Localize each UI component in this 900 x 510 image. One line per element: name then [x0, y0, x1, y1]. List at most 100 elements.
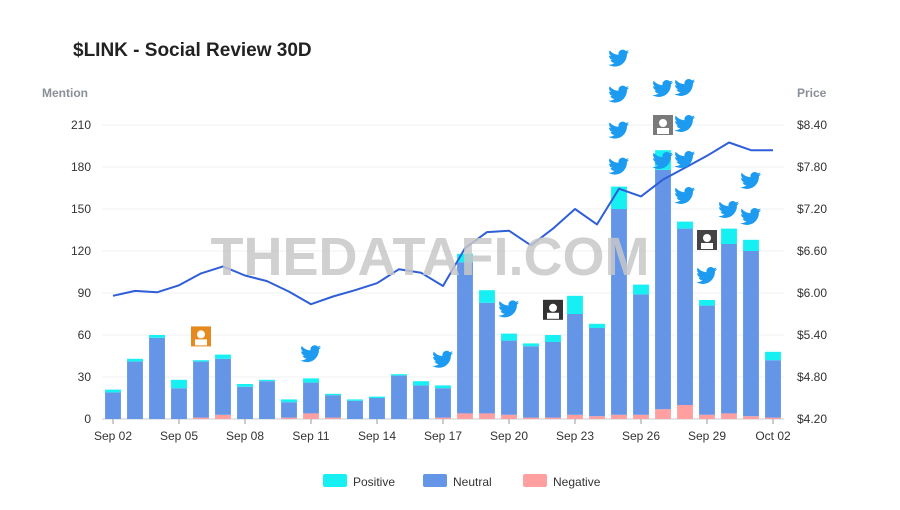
bar-positive [501, 333, 517, 341]
twitter-bird-shape [696, 267, 718, 284]
bar-neutral [237, 386, 253, 419]
bar-neutral [435, 388, 451, 418]
bar-positive [589, 323, 605, 328]
bar-positive [347, 399, 363, 401]
bar-negative [743, 416, 759, 419]
x-axis: Sep 02 Sep 05 Sep 08 Sep 11 Sep 14 Sep 17 Sep … [94, 419, 791, 443]
y-axis-right: $4.20 $4.80 $5.40 $6.00 $6.60 $7.20 $7.80 $8.40 [797, 118, 827, 426]
bar-negative [677, 405, 693, 419]
avatar-icon [697, 230, 717, 250]
bar-neutral [127, 361, 143, 419]
x-tick-label: Sep 20 [490, 429, 528, 443]
avatar-body [657, 128, 669, 134]
bar-negative [721, 413, 737, 419]
y-tick-label-left: 150 [71, 202, 91, 216]
avatar-head [197, 330, 205, 339]
bar-positive [303, 378, 319, 383]
twitter-icon [608, 85, 630, 103]
bar-positive [369, 396, 385, 398]
twitter-icon [718, 201, 740, 218]
y-axis-left-title: Mention [42, 86, 88, 100]
bar-positive [149, 335, 165, 338]
bar-neutral [149, 337, 165, 419]
x-tick-label: Sep 29 [688, 429, 726, 443]
twitter-icon [674, 151, 696, 168]
y-tick-label-left: 0 [84, 412, 91, 426]
bar-positive [127, 358, 143, 362]
x-tick-label: Sep 05 [160, 429, 198, 443]
x-tick-label: Sep 23 [556, 429, 594, 443]
bar-positive [677, 221, 693, 229]
avatar-head [659, 119, 667, 127]
bar-positive [567, 295, 583, 314]
bar-negative [435, 417, 451, 419]
y-tick-label-right: $4.20 [797, 412, 827, 426]
bar-neutral [721, 244, 737, 414]
x-tick-label: Oct 02 [755, 429, 791, 443]
bar-positive [611, 186, 627, 209]
bar-negative [589, 416, 605, 419]
avatar-head [549, 303, 557, 312]
y-tick-label-left: 60 [78, 328, 92, 342]
x-tick-label: Sep 08 [226, 429, 264, 443]
twitter-bird-shape [608, 49, 630, 67]
legend-item-neutral: Neutral [423, 474, 492, 489]
avatar-icon [653, 115, 673, 135]
bar-positive [259, 379, 275, 382]
twitter-icon [740, 208, 762, 225]
bar-neutral [457, 262, 473, 414]
x-tick-label: Sep 11 [292, 429, 329, 443]
twitter-bird-shape [498, 300, 520, 318]
bar-neutral [523, 346, 539, 418]
bar-series [105, 150, 781, 419]
twitter-icon [300, 345, 322, 363]
watermark: THEDATAFI.COM [211, 227, 650, 287]
y-tick-label-left: 180 [71, 160, 91, 174]
bar-negative [699, 414, 715, 419]
bar-positive [545, 335, 561, 342]
legend-swatch [423, 474, 447, 487]
twitter-bird-shape [718, 201, 740, 218]
bar-positive [391, 374, 407, 376]
bar-positive [193, 360, 209, 362]
bar-neutral [259, 381, 275, 419]
avatar-body [547, 312, 559, 319]
twitter-icon [696, 267, 718, 284]
bar-neutral [347, 400, 363, 419]
twitter-icon [608, 157, 630, 175]
bar-neutral [303, 382, 319, 414]
avatar-head [703, 234, 711, 242]
twitter-icon [740, 172, 762, 189]
avatar-body [701, 243, 713, 249]
y-tick-label-right: $7.20 [797, 202, 827, 216]
bar-positive [105, 389, 121, 393]
bar-neutral [105, 392, 121, 419]
bar-neutral [501, 340, 517, 415]
bar-positive [325, 393, 341, 396]
bar-neutral [391, 375, 407, 419]
twitter-icon [498, 300, 520, 318]
bar-positive [699, 300, 715, 306]
bar-neutral [171, 388, 187, 419]
bar-positive [633, 284, 649, 295]
x-tick-label: Sep 14 [358, 429, 396, 443]
bar-negative [523, 417, 539, 419]
twitter-bird-shape [608, 157, 630, 175]
social-icons-layer [191, 49, 762, 368]
bar-negative [215, 414, 231, 419]
twitter-icon [674, 79, 696, 96]
bar-negative [545, 417, 561, 419]
twitter-icon [432, 350, 454, 368]
bar-neutral [215, 358, 231, 415]
bar-positive [435, 385, 451, 389]
bar-negative [765, 417, 781, 419]
bar-positive [281, 399, 297, 403]
chart-title: $LINK - Social Review 30D [73, 40, 312, 61]
avatar-body [195, 339, 207, 346]
bar-negative [325, 417, 341, 419]
bar-negative [281, 417, 297, 419]
twitter-bird-shape [652, 152, 674, 169]
y-tick-label-right: $8.40 [797, 118, 827, 132]
bar-neutral [567, 314, 583, 415]
